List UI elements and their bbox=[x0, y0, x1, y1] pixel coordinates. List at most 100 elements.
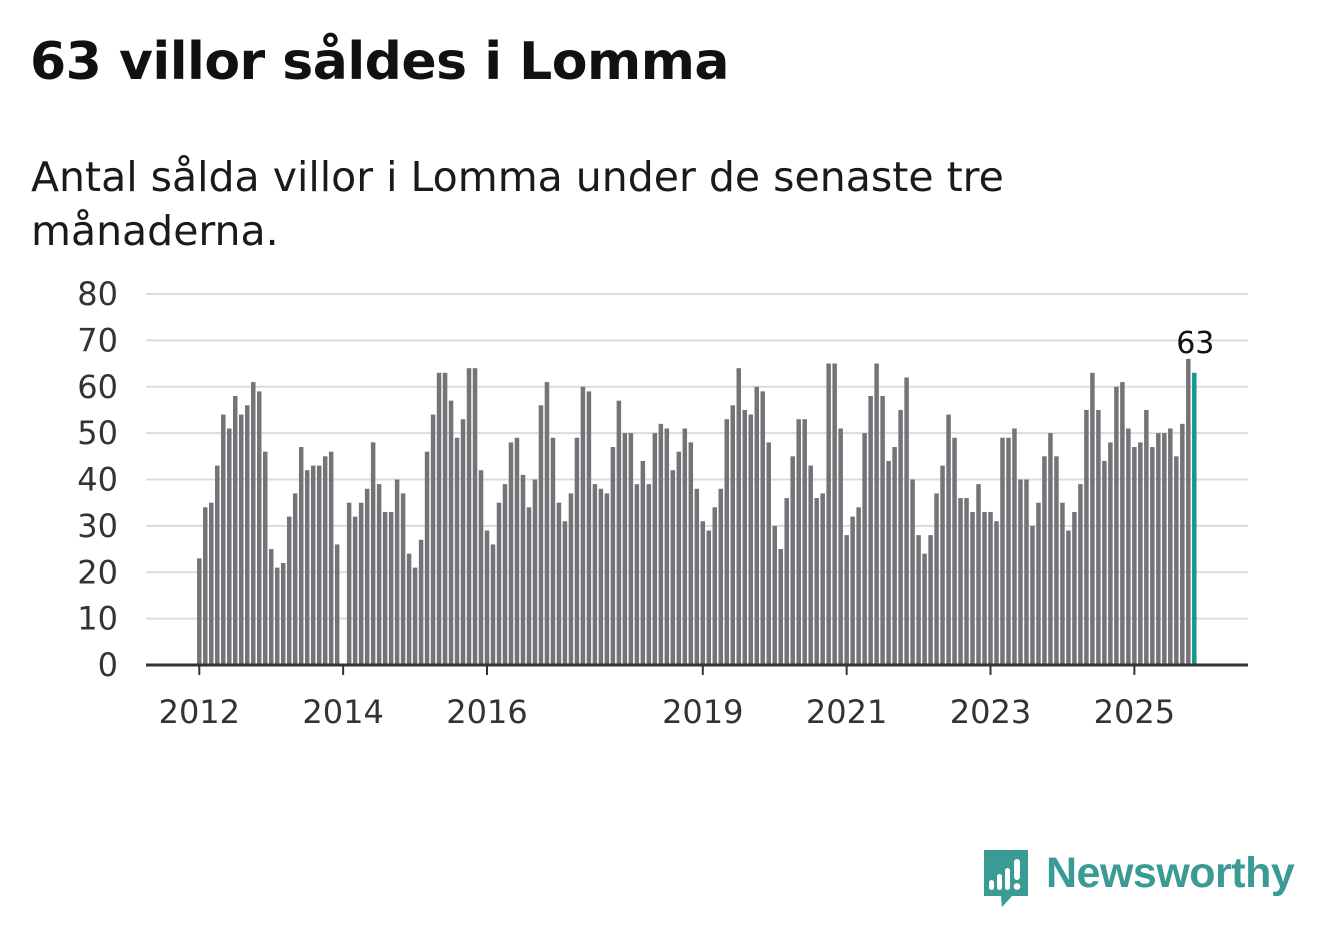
bar bbox=[454, 437, 460, 665]
bar bbox=[233, 396, 238, 665]
bar bbox=[550, 437, 556, 665]
bar bbox=[682, 428, 688, 665]
bar bbox=[490, 544, 496, 665]
bar bbox=[724, 419, 730, 665]
bar bbox=[916, 535, 921, 665]
bar bbox=[304, 470, 310, 665]
bar bbox=[898, 409, 903, 665]
bar bbox=[952, 437, 957, 665]
bar bbox=[322, 456, 328, 665]
bar bbox=[580, 386, 586, 665]
bar bbox=[598, 488, 604, 665]
y-tick-label-10: 10 bbox=[77, 600, 118, 638]
bar bbox=[940, 465, 945, 665]
bar bbox=[646, 484, 652, 665]
bar bbox=[532, 479, 538, 665]
bar bbox=[886, 460, 891, 665]
bar bbox=[1072, 511, 1077, 665]
bar bbox=[316, 465, 322, 665]
bar bbox=[754, 386, 759, 665]
bar bbox=[832, 363, 837, 665]
x-tick-label-2021: 2021 bbox=[806, 693, 887, 731]
bar bbox=[442, 372, 448, 665]
y-tick-label-60: 60 bbox=[77, 368, 118, 406]
x-tick-label-2014: 2014 bbox=[302, 693, 383, 731]
bar bbox=[586, 391, 592, 665]
bar bbox=[1126, 428, 1131, 665]
bar bbox=[1132, 447, 1137, 665]
bar bbox=[766, 442, 771, 665]
bar bbox=[772, 525, 777, 666]
bar bbox=[472, 368, 478, 665]
y-tick-label-0: 0 bbox=[98, 646, 118, 684]
bar bbox=[352, 516, 358, 665]
bar bbox=[1108, 442, 1113, 665]
bar bbox=[850, 516, 855, 665]
bar bbox=[256, 391, 262, 665]
bar bbox=[1120, 382, 1125, 665]
bar bbox=[286, 516, 292, 665]
bar bbox=[634, 484, 640, 665]
x-axis-ticks: 2012 2014 2016 2019 2021 2023 2025 bbox=[159, 665, 1175, 731]
bar bbox=[874, 363, 879, 665]
bar bbox=[592, 484, 598, 665]
bar bbox=[292, 493, 298, 665]
bar bbox=[400, 493, 406, 665]
bar bbox=[658, 423, 664, 665]
bar bbox=[994, 521, 999, 665]
bar bbox=[1066, 530, 1071, 665]
bar bbox=[562, 521, 568, 665]
bar bbox=[514, 437, 520, 665]
bar bbox=[1030, 525, 1035, 666]
bar bbox=[826, 363, 831, 665]
bar bbox=[406, 553, 412, 665]
bar bbox=[209, 502, 214, 665]
bar bbox=[760, 391, 765, 665]
bar bbox=[628, 433, 634, 666]
bar bbox=[1102, 460, 1107, 665]
bar bbox=[520, 474, 526, 665]
bar bbox=[718, 488, 724, 665]
newsworthy-brand: Newsworthy bbox=[980, 846, 1295, 910]
bar bbox=[418, 539, 424, 665]
bar bbox=[376, 484, 382, 665]
bar bbox=[808, 465, 813, 665]
bar bbox=[1084, 409, 1089, 665]
bar bbox=[814, 498, 819, 665]
bar bbox=[203, 507, 208, 665]
x-tick-label-2023: 2023 bbox=[950, 693, 1031, 731]
bar bbox=[227, 428, 232, 665]
annotation-latest-value: 63 bbox=[1176, 326, 1214, 361]
bar bbox=[844, 535, 849, 665]
bar bbox=[1018, 479, 1023, 665]
bar-highlight bbox=[1192, 372, 1197, 665]
bar bbox=[982, 511, 987, 665]
bar bbox=[1000, 437, 1005, 665]
bar bbox=[688, 442, 694, 665]
bar bbox=[640, 460, 646, 665]
bar bbox=[460, 419, 466, 665]
bar bbox=[856, 507, 861, 665]
bar bbox=[1060, 502, 1065, 665]
bar bbox=[484, 530, 490, 665]
bar bbox=[1036, 502, 1041, 665]
y-tick-label-50: 50 bbox=[77, 414, 118, 452]
bar bbox=[466, 368, 472, 665]
bar bbox=[1048, 433, 1053, 666]
bar bbox=[970, 511, 975, 665]
bar bbox=[790, 456, 795, 665]
bar bbox=[328, 451, 334, 665]
bar bbox=[1054, 456, 1059, 665]
bar bbox=[838, 428, 843, 665]
bar bbox=[239, 414, 244, 665]
bar bbox=[215, 465, 220, 665]
bar bbox=[712, 507, 718, 665]
y-tick-label-40: 40 bbox=[77, 461, 118, 499]
bar bbox=[1114, 386, 1119, 665]
bar bbox=[1180, 423, 1185, 665]
bar bbox=[862, 433, 867, 666]
bar bbox=[388, 511, 394, 665]
bar bbox=[251, 382, 256, 665]
bar bbox=[910, 479, 915, 665]
bar bbox=[197, 558, 202, 665]
